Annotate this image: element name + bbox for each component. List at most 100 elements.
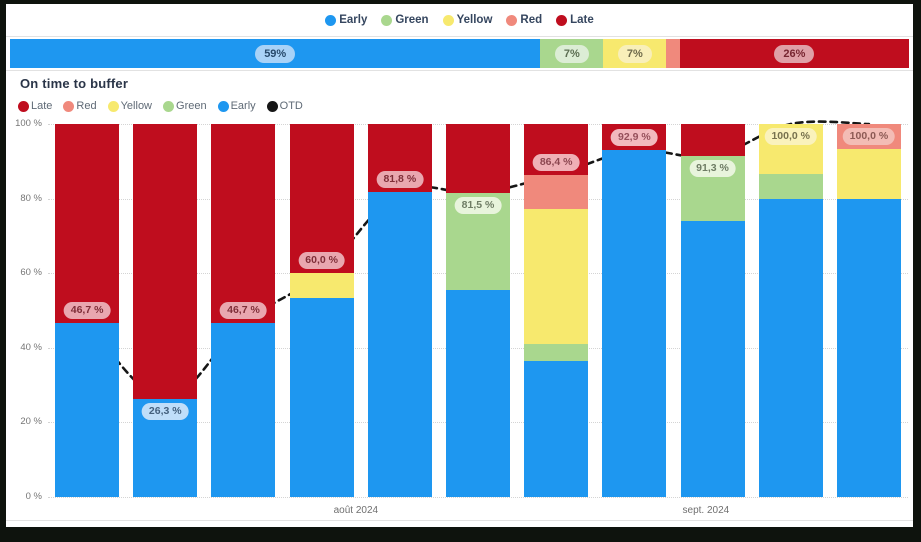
- chart-legend-item-yellow[interactable]: Yellow: [107, 100, 153, 112]
- chart-legend-item-red[interactable]: Red: [63, 100, 97, 112]
- y-tick-label: 40 %: [20, 341, 42, 353]
- bar-segment-late[interactable]: [680, 124, 745, 157]
- bar-segment-early[interactable]: [758, 198, 823, 497]
- report-card: Early Green Yellow Red Late 59% 7% 7% 26% On ti…: [6, 4, 913, 527]
- bar-segment-early[interactable]: [524, 361, 589, 497]
- summary-legend-item-early[interactable]: Early: [325, 14, 367, 26]
- data-label: 26,3 %: [141, 402, 189, 420]
- bar-segment-yellow[interactable]: [524, 208, 589, 345]
- plot-area: 46,7 % 26,3 % 46,7 % 60,0 % 81,8 % 81,5 % 86,4…: [48, 120, 908, 516]
- early-legend-dot-icon: [217, 100, 229, 112]
- y-tick-label: 100 %: [15, 118, 42, 129]
- summary-segment-green[interactable]: 7%: [540, 39, 604, 68]
- summary-segment-label: 7%: [554, 44, 589, 63]
- stacked-bar-7[interactable]: [524, 124, 589, 497]
- summary-legend-item-green[interactable]: Green: [381, 14, 429, 26]
- stacked-bar-9[interactable]: [680, 124, 745, 497]
- stacked-bar-10[interactable]: [758, 124, 823, 497]
- data-label: 46,7 %: [220, 301, 267, 319]
- legend-label: Late: [31, 100, 53, 112]
- legend-label: Green: [395, 14, 429, 26]
- chart-legend-item-green[interactable]: Green: [163, 100, 207, 112]
- summary-legend-item-red[interactable]: Red: [506, 14, 542, 26]
- data-label: 81,5 %: [454, 197, 502, 214]
- y-tick-label: 20 %: [20, 416, 42, 428]
- stacked-bar-8[interactable]: [602, 124, 667, 497]
- data-label: 92,9 %: [611, 129, 658, 147]
- y-tick-label: 60 %: [20, 267, 42, 279]
- bar-segment-early[interactable]: [367, 191, 432, 497]
- bar-segment-early[interactable]: [602, 150, 667, 497]
- y-tick-label: 80 %: [20, 192, 42, 204]
- summary-stacked-bar: 59% 7% 7% 26%: [10, 39, 909, 68]
- legend-label: Green: [176, 100, 207, 112]
- green-legend-dot-icon: [381, 14, 393, 26]
- divider: [6, 70, 913, 71]
- yellow-legend-dot-icon: [442, 14, 454, 26]
- divider: [6, 36, 913, 37]
- stacked-bar-2[interactable]: [133, 124, 198, 497]
- data-label: 60,0 %: [298, 252, 345, 270]
- legend-label: Red: [520, 14, 543, 26]
- bar-segment-late[interactable]: [211, 124, 276, 323]
- bar-segment-early[interactable]: [211, 322, 276, 497]
- bar-segment-yellow[interactable]: [836, 148, 901, 199]
- stacked-bar-4[interactable]: [289, 124, 354, 497]
- stacked-bar-3[interactable]: [211, 124, 276, 497]
- x-axis-label: sept. 2024: [682, 505, 730, 516]
- y-axis: 100 % 80 % 60 % 40 % 20 % 0 %: [8, 118, 42, 502]
- bar-segment-late[interactable]: [55, 124, 120, 323]
- data-label: 81,8 %: [376, 170, 424, 188]
- bar-segment-late[interactable]: [446, 124, 510, 193]
- summary-legend-item-late[interactable]: Late: [556, 14, 594, 26]
- bar-segment-red[interactable]: [524, 174, 589, 209]
- bar-segment-early[interactable]: [446, 289, 510, 497]
- summary-segment-late[interactable]: 26%: [679, 39, 909, 68]
- summary-legend-item-yellow[interactable]: Yellow: [442, 14, 493, 26]
- data-label: 100,0 %: [764, 128, 817, 145]
- bar-segment-late[interactable]: [289, 124, 354, 274]
- legend-label: Yellow: [456, 14, 493, 26]
- stacked-bar-6[interactable]: [446, 124, 510, 497]
- legend-label: Late: [570, 14, 594, 26]
- stacked-bar-11[interactable]: [836, 124, 901, 497]
- bar-segment-green[interactable]: [758, 173, 823, 199]
- summary-segment-label: 26%: [774, 44, 815, 63]
- late-legend-dot-icon: [18, 100, 29, 112]
- chart-legend-item-early[interactable]: Early: [217, 100, 256, 112]
- data-label: 100,0 %: [842, 128, 896, 145]
- gridline-0: [48, 497, 908, 498]
- page-title: On time to buffer: [20, 76, 129, 91]
- summary-segment-early[interactable]: 59%: [10, 39, 541, 68]
- summary-segment-red[interactable]: [666, 39, 680, 68]
- yellow-legend-dot-icon: [107, 100, 119, 112]
- chart-legend-item-late[interactable]: Late: [18, 100, 52, 112]
- summary-segment-yellow[interactable]: 7%: [603, 39, 667, 68]
- bar-segment-early[interactable]: [289, 298, 354, 497]
- bar-segment-early[interactable]: [836, 198, 901, 497]
- data-label: 46,7 %: [63, 301, 111, 319]
- bar-segment-green[interactable]: [524, 344, 589, 362]
- red-legend-dot-icon: [506, 14, 518, 26]
- divider: [6, 520, 913, 521]
- late-legend-dot-icon: [556, 14, 568, 26]
- legend-label: Yellow: [120, 100, 153, 112]
- stacked-bar-1[interactable]: [55, 124, 120, 497]
- summary-segment-label: 59%: [255, 44, 296, 63]
- otd-legend-dot-icon: [266, 100, 278, 112]
- data-label: 91,3 %: [689, 160, 736, 178]
- data-label: 86,4 %: [532, 153, 580, 171]
- chart-legend: Late Red Yellow Green Early OTD: [18, 98, 303, 114]
- legend-label: Early: [339, 14, 368, 26]
- bar-segment-yellow[interactable]: [289, 273, 354, 299]
- x-axis-label: août 2024: [333, 505, 379, 516]
- bar-segment-early[interactable]: [680, 221, 745, 497]
- bar-segment-late[interactable]: [133, 124, 198, 399]
- bar-segment-early[interactable]: [55, 322, 120, 497]
- legend-label: Early: [230, 100, 256, 112]
- red-legend-dot-icon: [63, 100, 75, 112]
- early-legend-dot-icon: [325, 14, 337, 26]
- green-legend-dot-icon: [163, 100, 175, 112]
- chart-legend-item-otd[interactable]: OTD: [266, 100, 303, 112]
- legend-label: Red: [76, 100, 97, 112]
